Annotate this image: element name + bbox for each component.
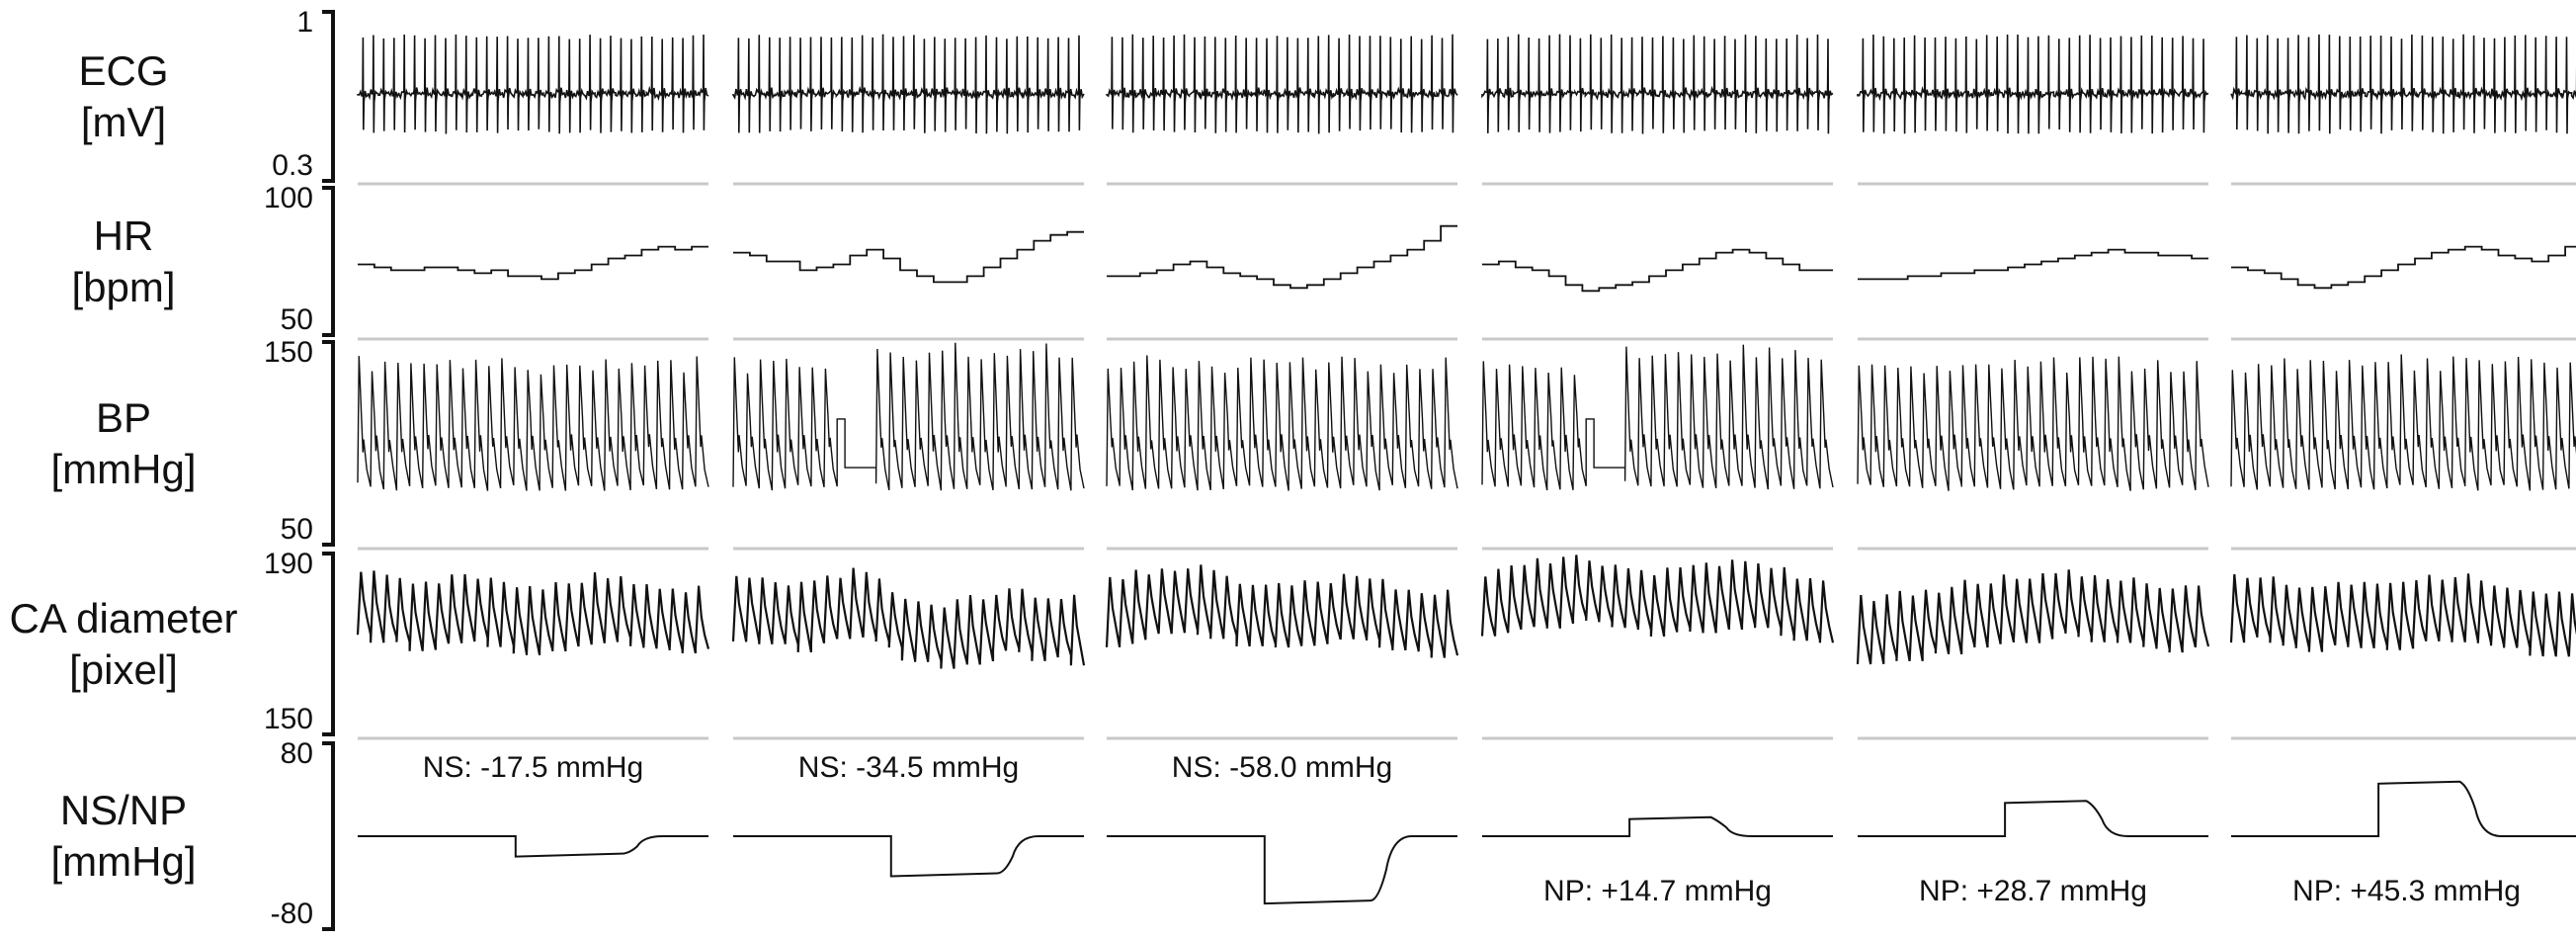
y-axis-ca [322,552,335,736]
tick-max-bp: 150 [263,336,313,369]
pressure-trace-2 [1107,835,1457,905]
condition-label-0: NS: -17.5 mmHg [422,751,644,784]
pressure-trace-4 [1858,800,2208,837]
row-unit-ecg: [mV] [80,98,167,145]
hr-trace-5 [2231,245,2576,290]
pressure-trace-0 [358,835,708,858]
row-label-hr: HR [93,212,154,259]
tick-min-ns: -80 [270,897,313,930]
row-label-ca: CA diameter [9,594,238,641]
ecg-trace-5 [2230,34,2576,134]
bp-trace-2 [1106,355,1458,491]
ca-trace-1 [731,567,1086,669]
bp-trace-0 [357,356,709,491]
ca-trace-4 [1856,569,2210,665]
condition-label-1: NS: -34.5 mmHg [797,751,1020,784]
tick-min-hr: 50 [280,303,313,336]
pressure-trace-3 [1482,815,1833,837]
condition-label-4: NP: +28.7 mmHg [1919,875,2147,907]
bp-trace-3 [1481,344,1834,491]
row-label-ecg: ECG [78,46,169,94]
row-label-ns: NS/NP [59,787,188,833]
row-label-bp: BP [95,393,152,441]
y-axis-ns [322,741,335,931]
condition-label-3: NP: +14.7 mmHg [1543,875,1772,907]
bp-trace-1 [732,342,1085,491]
tick-max-ecg: 1 [296,6,313,39]
pressure-trace-1 [733,835,1084,878]
pressure-trace-5 [2231,780,2576,837]
ecg-trace-3 [1481,34,1834,134]
hr-trace-1 [733,230,1084,284]
condition-label-2: NS: -58.0 mmHg [1171,751,1393,784]
ecg-trace-2 [1106,34,1458,134]
row-unit-hr: [bpm] [71,263,176,310]
tick-min-ca: 150 [263,703,313,735]
ecg-trace-4 [1857,34,2209,134]
condition-label-5: NP: +45.3 mmHg [2292,875,2521,907]
hr-trace-4 [1858,248,2208,281]
ecg-trace-1 [732,34,1085,134]
hr-trace-3 [1482,248,1833,293]
hr-trace-2 [1107,224,1457,290]
tick-min-ecg: 0.3 [272,149,313,182]
ca-trace-2 [1105,564,1459,658]
bp-trace-5 [2230,354,2576,491]
row-unit-ca: [pixel] [69,645,178,693]
hr-trace-0 [358,245,708,281]
ecg-trace-0 [357,34,709,134]
tick-max-ns: 80 [280,737,313,770]
tick-max-ca: 190 [263,548,313,580]
ca-trace-5 [2229,573,2576,657]
tick-max-hr: 100 [263,182,313,214]
tick-min-bp: 50 [280,513,313,546]
bp-trace-4 [1857,356,2209,491]
ca-trace-0 [356,570,710,656]
y-axis-bp [322,340,335,547]
y-axis-ecg [322,10,335,183]
row-unit-bp: [mmHg] [50,445,197,492]
row-unit-ns: [mmHg] [50,838,197,885]
ca-trace-3 [1480,555,1835,643]
y-axis-hr [322,186,335,337]
